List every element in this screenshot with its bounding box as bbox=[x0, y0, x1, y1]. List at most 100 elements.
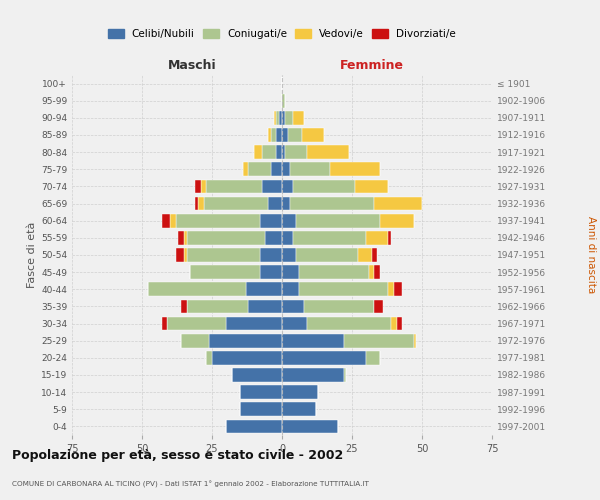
Bar bbox=[277, 111, 279, 124]
Bar bbox=[282, 402, 316, 416]
Bar bbox=[181, 334, 209, 347]
Bar bbox=[209, 334, 282, 347]
Bar bbox=[184, 248, 187, 262]
Bar bbox=[279, 111, 282, 124]
Bar bbox=[195, 180, 201, 194]
Bar bbox=[290, 196, 374, 210]
Bar bbox=[282, 180, 293, 194]
Bar bbox=[248, 300, 282, 314]
Bar bbox=[176, 214, 260, 228]
Bar bbox=[282, 368, 344, 382]
Bar bbox=[371, 248, 377, 262]
Bar bbox=[374, 300, 383, 314]
Bar bbox=[161, 214, 170, 228]
Bar bbox=[304, 300, 374, 314]
Bar bbox=[282, 420, 338, 434]
Bar bbox=[148, 282, 245, 296]
Legend: Celibi/Nubili, Coniugati/e, Vedovi/e, Divorziati/e: Celibi/Nubili, Coniugati/e, Vedovi/e, Di… bbox=[105, 26, 459, 42]
Text: Maschi: Maschi bbox=[168, 58, 217, 71]
Bar bbox=[355, 180, 388, 194]
Bar bbox=[268, 196, 282, 210]
Bar bbox=[366, 351, 380, 364]
Bar bbox=[187, 300, 248, 314]
Bar bbox=[307, 316, 391, 330]
Bar bbox=[187, 231, 265, 244]
Text: Anni di nascita: Anni di nascita bbox=[586, 216, 596, 294]
Bar bbox=[262, 180, 282, 194]
Bar bbox=[296, 214, 380, 228]
Bar bbox=[206, 351, 212, 364]
Bar bbox=[226, 316, 282, 330]
Bar bbox=[302, 128, 324, 142]
Bar bbox=[167, 316, 226, 330]
Bar bbox=[262, 146, 277, 159]
Bar bbox=[293, 180, 355, 194]
Bar bbox=[198, 196, 203, 210]
Bar bbox=[344, 368, 346, 382]
Bar bbox=[287, 128, 302, 142]
Bar bbox=[299, 266, 369, 279]
Bar bbox=[282, 196, 290, 210]
Bar bbox=[394, 282, 403, 296]
Bar bbox=[296, 248, 358, 262]
Bar bbox=[170, 214, 176, 228]
Bar bbox=[282, 94, 285, 108]
Bar bbox=[282, 266, 299, 279]
Bar bbox=[268, 128, 271, 142]
Text: Popolazione per età, sesso e stato civile - 2002: Popolazione per età, sesso e stato civil… bbox=[12, 450, 343, 462]
Bar bbox=[282, 111, 285, 124]
Bar bbox=[265, 231, 282, 244]
Bar bbox=[240, 386, 282, 399]
Bar bbox=[226, 420, 282, 434]
Bar bbox=[413, 334, 416, 347]
Bar bbox=[397, 316, 403, 330]
Bar bbox=[176, 248, 184, 262]
Bar bbox=[203, 196, 268, 210]
Bar bbox=[184, 231, 187, 244]
Bar bbox=[293, 111, 304, 124]
Text: COMUNE DI CARBONARA AL TICINO (PV) - Dati ISTAT 1° gennaio 2002 - Elaborazione T: COMUNE DI CARBONARA AL TICINO (PV) - Dat… bbox=[12, 480, 369, 488]
Bar bbox=[277, 128, 282, 142]
Bar bbox=[282, 316, 307, 330]
Bar bbox=[299, 282, 388, 296]
Bar bbox=[190, 266, 260, 279]
Bar bbox=[274, 111, 277, 124]
Bar bbox=[285, 111, 293, 124]
Bar bbox=[282, 334, 344, 347]
Bar bbox=[391, 316, 397, 330]
Bar bbox=[260, 266, 282, 279]
Bar bbox=[260, 214, 282, 228]
Bar bbox=[282, 282, 299, 296]
Bar bbox=[248, 162, 271, 176]
Bar bbox=[282, 128, 287, 142]
Bar bbox=[282, 146, 285, 159]
Bar bbox=[206, 180, 262, 194]
Bar bbox=[187, 248, 260, 262]
Bar bbox=[388, 282, 394, 296]
Bar bbox=[282, 214, 296, 228]
Bar bbox=[271, 162, 282, 176]
Bar bbox=[285, 146, 307, 159]
Bar bbox=[240, 402, 282, 416]
Bar bbox=[161, 316, 167, 330]
Bar bbox=[245, 282, 282, 296]
Bar bbox=[212, 351, 282, 364]
Bar bbox=[271, 128, 277, 142]
Bar bbox=[329, 162, 380, 176]
Bar bbox=[195, 196, 198, 210]
Bar bbox=[369, 266, 374, 279]
Bar bbox=[344, 334, 413, 347]
Bar bbox=[374, 196, 422, 210]
Bar bbox=[277, 146, 282, 159]
Bar bbox=[307, 146, 349, 159]
Bar bbox=[282, 231, 293, 244]
Bar bbox=[380, 214, 413, 228]
Y-axis label: Fasce di età: Fasce di età bbox=[27, 222, 37, 288]
Text: Femmine: Femmine bbox=[340, 58, 404, 71]
Bar bbox=[290, 162, 329, 176]
Bar bbox=[358, 248, 371, 262]
Bar bbox=[282, 162, 290, 176]
Bar bbox=[201, 180, 206, 194]
Bar bbox=[374, 266, 380, 279]
Bar bbox=[282, 248, 296, 262]
